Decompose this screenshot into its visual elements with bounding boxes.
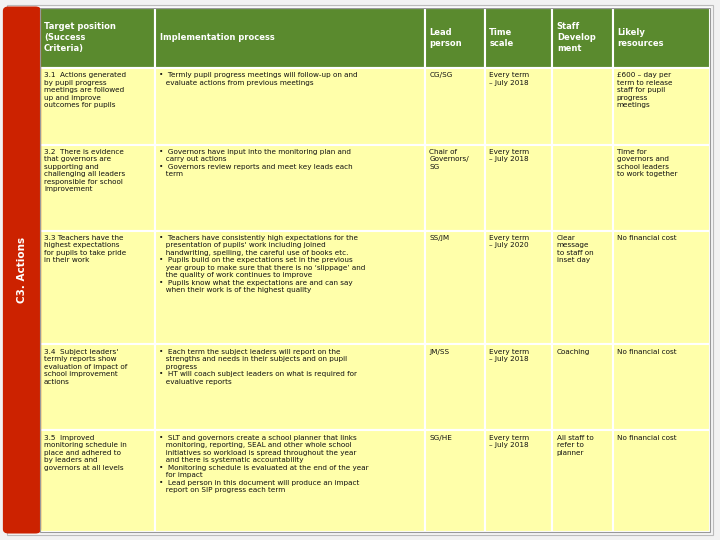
Text: Coaching: Coaching bbox=[557, 349, 590, 355]
Text: •  Termly pupil progress meetings will follow-up on and
   evaluate actions from: • Termly pupil progress meetings will fo… bbox=[159, 72, 358, 86]
Bar bbox=[40, 145, 156, 231]
Text: 3.1  Actions generated
by pupil progress
meetings are followed
up and improve
ou: 3.1 Actions generated by pupil progress … bbox=[44, 72, 126, 108]
Text: Staff
Develop
ment: Staff Develop ment bbox=[557, 22, 595, 53]
Bar bbox=[552, 345, 613, 430]
FancyBboxPatch shape bbox=[3, 6, 41, 534]
Bar bbox=[425, 345, 485, 430]
Text: •  Each term the subject leaders will report on the
   strengths and needs in th: • Each term the subject leaders will rep… bbox=[159, 349, 357, 384]
Text: Every term
– July 2018: Every term – July 2018 bbox=[490, 149, 529, 163]
Text: •  Governors have input into the monitoring plan and
   carry out actions
•  Gov: • Governors have input into the monitori… bbox=[159, 149, 353, 177]
Bar bbox=[613, 145, 710, 231]
Text: SS/JM: SS/JM bbox=[429, 235, 449, 241]
Text: JM/SS: JM/SS bbox=[429, 349, 449, 355]
Text: Implementation process: Implementation process bbox=[160, 33, 274, 42]
Text: Every term
– July 2020: Every term – July 2020 bbox=[490, 235, 529, 248]
Bar bbox=[156, 8, 425, 68]
Bar bbox=[613, 430, 710, 532]
Bar bbox=[425, 8, 485, 68]
Bar bbox=[425, 430, 485, 532]
Text: Target position
(Success
Criteria): Target position (Success Criteria) bbox=[44, 22, 116, 53]
Bar bbox=[485, 345, 552, 430]
Text: Every term
– July 2018: Every term – July 2018 bbox=[490, 72, 529, 86]
Bar bbox=[485, 145, 552, 231]
Bar bbox=[156, 231, 425, 345]
Text: Every term
– July 2018: Every term – July 2018 bbox=[490, 435, 529, 448]
Bar bbox=[485, 68, 552, 145]
Text: 3.4  Subject leaders'
termly reports show
evaluation of impact of
school improve: 3.4 Subject leaders' termly reports show… bbox=[44, 349, 127, 384]
Bar bbox=[156, 430, 425, 532]
Text: Likely
resources: Likely resources bbox=[617, 28, 663, 48]
Text: CG/SG: CG/SG bbox=[429, 72, 453, 78]
Bar bbox=[425, 231, 485, 345]
Bar bbox=[485, 231, 552, 345]
Bar bbox=[40, 345, 156, 430]
Bar bbox=[156, 345, 425, 430]
Text: 3.5  Improved
monitoring schedule in
place and adhered to
by leaders and
governo: 3.5 Improved monitoring schedule in plac… bbox=[44, 435, 127, 470]
Bar bbox=[485, 430, 552, 532]
Text: Every term
– July 2018: Every term – July 2018 bbox=[490, 349, 529, 362]
Text: Clear
message
to staff on
inset day: Clear message to staff on inset day bbox=[557, 235, 593, 264]
Bar bbox=[552, 68, 613, 145]
Bar bbox=[40, 68, 156, 145]
Text: •  SLT and governors create a school planner that links
   monitoring, reporting: • SLT and governors create a school plan… bbox=[159, 435, 369, 493]
Text: 3.2  There is evidence
that governors are
supporting and
challenging all leaders: 3.2 There is evidence that governors are… bbox=[44, 149, 125, 192]
Bar bbox=[552, 145, 613, 231]
Bar bbox=[156, 68, 425, 145]
Text: No financial cost: No financial cost bbox=[617, 349, 677, 355]
Bar bbox=[552, 430, 613, 532]
Text: Lead
person: Lead person bbox=[429, 28, 462, 48]
Bar bbox=[485, 8, 552, 68]
Bar bbox=[613, 345, 710, 430]
Text: Chair of
Governors/
SG: Chair of Governors/ SG bbox=[429, 149, 469, 170]
Text: 3.3 Teachers have the
highest expectations
for pupils to take pride
in their wor: 3.3 Teachers have the highest expectatio… bbox=[44, 235, 126, 264]
Text: •  Teachers have consistently high expectations for the
   presentation of pupil: • Teachers have consistently high expect… bbox=[159, 235, 366, 293]
Bar bbox=[552, 8, 613, 68]
Text: Time
scale: Time scale bbox=[490, 28, 513, 48]
Text: SG/HE: SG/HE bbox=[429, 435, 452, 441]
Text: No financial cost: No financial cost bbox=[617, 235, 677, 241]
Bar bbox=[40, 430, 156, 532]
Bar bbox=[425, 145, 485, 231]
Bar bbox=[613, 8, 710, 68]
Bar bbox=[613, 231, 710, 345]
Bar bbox=[552, 231, 613, 345]
Text: No financial cost: No financial cost bbox=[617, 435, 677, 441]
Bar bbox=[40, 231, 156, 345]
Bar bbox=[156, 145, 425, 231]
Text: Time for
governors and
school leaders
to work together: Time for governors and school leaders to… bbox=[617, 149, 678, 177]
Text: £600 – day per
term to release
staff for pupil
progress
meetings: £600 – day per term to release staff for… bbox=[617, 72, 672, 108]
Bar bbox=[40, 8, 156, 68]
Text: C3. Actions: C3. Actions bbox=[17, 237, 27, 303]
Bar bbox=[425, 68, 485, 145]
Text: All staff to
refer to
planner: All staff to refer to planner bbox=[557, 435, 593, 456]
Bar bbox=[613, 68, 710, 145]
